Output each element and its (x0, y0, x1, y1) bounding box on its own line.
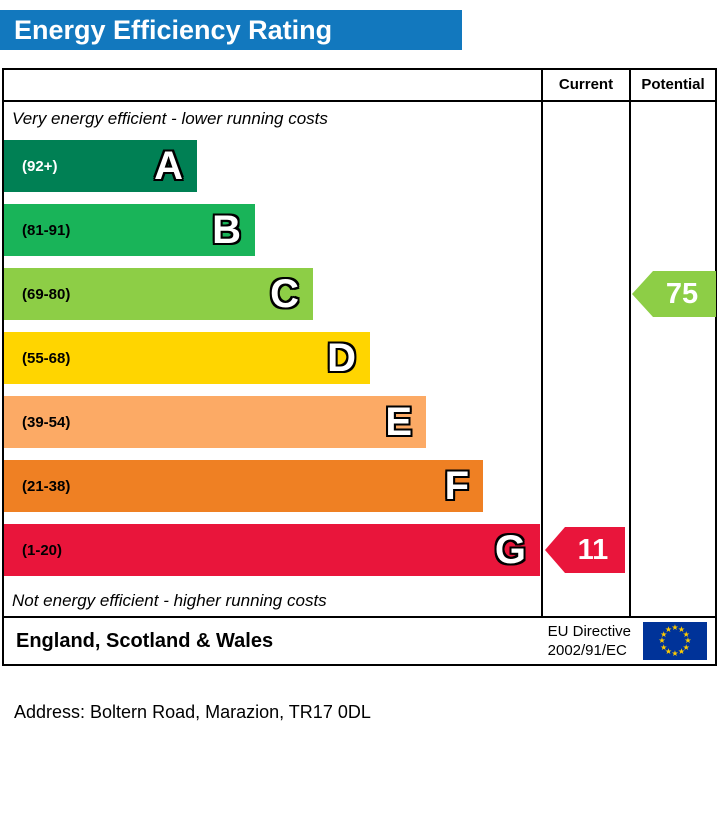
page-title: Energy Efficiency Rating (14, 15, 333, 45)
band-range-label: (92+) (22, 157, 58, 175)
band-row-a: (92+) A (4, 140, 197, 192)
band-range-label: (21-38) (22, 477, 71, 495)
chart-footer: England, Scotland & Wales EU Directive 2… (2, 616, 717, 666)
eu-flag-star: ★ (664, 624, 673, 634)
eu-flag-star: ★ (664, 647, 673, 657)
band-range-label: (69-80) (22, 285, 71, 303)
current-rating-value: 11 (577, 533, 609, 566)
band-letter: F (444, 464, 469, 508)
eu-flag-star: ★ (660, 642, 668, 652)
address-line: Address: Boltern Road, Marazion, TR17 0D… (14, 702, 371, 722)
potential-rating-arrow: 75 (632, 271, 716, 317)
bottom-note: Not energy efficient - higher running co… (12, 591, 327, 610)
eu-flag-star: ★ (671, 623, 679, 632)
band-letter: C (270, 272, 299, 316)
current-rating-arrow: 11 (545, 527, 625, 573)
current-column-divider (541, 70, 543, 616)
band-letter: D (327, 336, 356, 380)
band-row-e: (39-54) E (4, 396, 426, 448)
eu-flag-star: ★ (682, 642, 690, 652)
band-letter: A (154, 144, 183, 188)
band-range-label: (39-54) (22, 413, 71, 431)
band-range-label: (55-68) (22, 349, 71, 367)
band-chart-area: Very energy efficient - lower running co… (4, 102, 541, 611)
band-letter: B (212, 208, 241, 252)
band-row-g: (1-20) G (4, 524, 540, 576)
current-column-header: Current (558, 76, 614, 93)
top-note: Very energy efficient - lower running co… (12, 109, 328, 128)
band-row-f: (21-38) F (4, 460, 483, 512)
band-letter: E (385, 400, 412, 444)
eu-directive-line1: EU Directive (547, 623, 631, 640)
title-bar: Energy Efficiency Rating (0, 10, 462, 50)
band-range-label: (1-20) (22, 541, 63, 559)
band-letter: G (494, 528, 526, 572)
eu-flag-star: ★ (684, 636, 692, 645)
band-row-d: (55-68) D (4, 332, 370, 384)
eu-flag-star: ★ (682, 629, 690, 639)
eu-flag: ★ ★ ★ ★ ★ ★ ★ ★ ★ ★ ★ ★ (643, 622, 707, 660)
eu-directive-line2: 2002/91/EC (547, 642, 627, 659)
band-range-label: (81-91) (22, 221, 71, 239)
eu-flag-star: ★ (677, 624, 686, 634)
eu-flag-star: ★ (671, 649, 679, 658)
eu-flag-star: ★ (660, 629, 668, 639)
region-label: England, Scotland & Wales (16, 629, 274, 652)
potential-column-header: Potential (641, 76, 705, 93)
eu-flag-star: ★ (677, 647, 686, 657)
band-row-c: (69-80) C (4, 268, 313, 320)
eu-directive-label: EU Directive 2002/91/EC (548, 622, 643, 660)
potential-rating-value: 75 (665, 277, 699, 310)
band-row-b: (81-91) B (4, 204, 255, 256)
eu-flag-star: ★ (658, 636, 666, 645)
epc-rating-chart: Current Potential Very energy efficient … (2, 68, 717, 618)
potential-column-divider (629, 70, 631, 616)
chart-header-row (4, 70, 715, 102)
